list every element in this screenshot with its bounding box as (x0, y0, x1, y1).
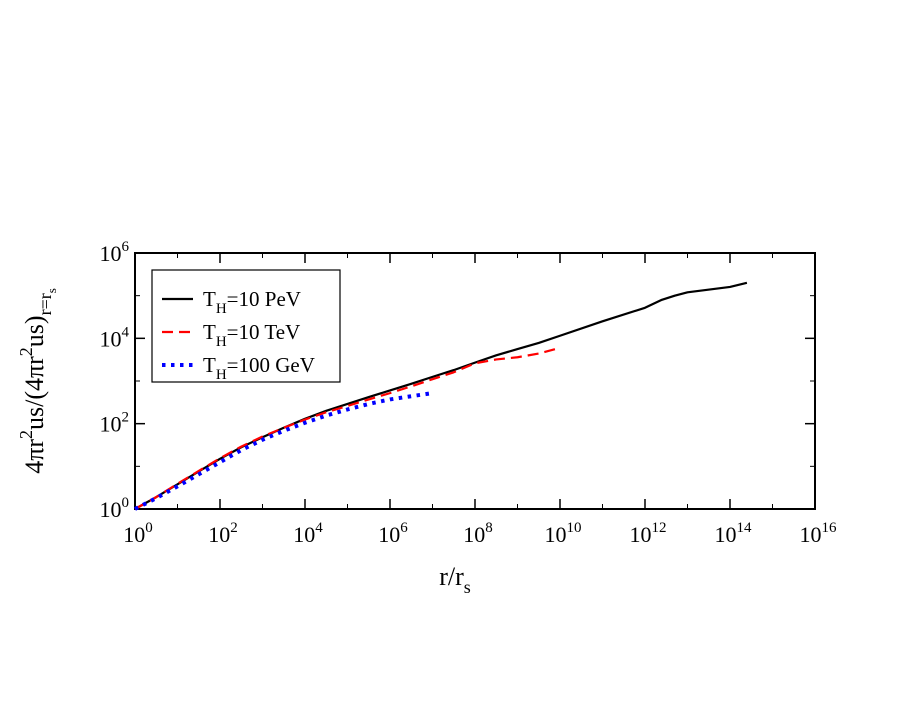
x-tick-label-3: 106 (378, 520, 408, 547)
y-tick-label-0-base: 10 (100, 497, 122, 522)
x-tick-label-0: 100 (123, 520, 153, 547)
legend-label-rest: =10 PeV (227, 287, 301, 311)
x-tick-label-2-base: 10 (293, 522, 315, 547)
x-tick-label-7-base: 10 (715, 522, 737, 547)
legend-label-rest: =10 TeV (227, 320, 301, 344)
legend-label-sub: H (216, 301, 227, 317)
x-tick-label-6-base: 10 (630, 522, 652, 547)
y-label-sub-2: s (44, 288, 59, 293)
x-tick-label-2: 104 (293, 520, 323, 547)
y-tick-label-2: 104 (100, 324, 130, 351)
x-tick-label-6: 1012 (630, 520, 667, 547)
y-label-part-3: us) (20, 315, 49, 347)
y-label-sub-1: r=r (35, 293, 55, 315)
legend-label-sub: H (216, 367, 227, 383)
x-tick-label-5-base: 10 (545, 522, 567, 547)
x-axis-label-sub: s (464, 577, 471, 597)
y-label-part-2: us/(4πr (20, 356, 49, 430)
x-tick-label-8: 1016 (800, 520, 838, 547)
y-tick-label-1: 102 (100, 410, 130, 437)
x-tick-label-6-exp: 12 (652, 520, 667, 536)
legend-label-1: TH=10 PeV (203, 287, 301, 317)
legend-label-3: TH=100 GeV (203, 353, 315, 383)
x-tick-label-2-exp: 4 (315, 520, 323, 536)
legend-label-2: TH=10 TeV (203, 320, 300, 350)
y-tick-label-2-exp: 4 (122, 324, 130, 340)
x-tick-label-0-exp: 0 (145, 520, 153, 536)
x-tick-label-3-exp: 6 (400, 520, 408, 536)
x-tick-label-5: 1010 (545, 520, 582, 547)
x-tick-label-1-exp: 2 (230, 520, 238, 536)
legend-label-main: T (203, 353, 216, 377)
legend-label-main: T (203, 287, 216, 311)
x-tick-label-8-base: 10 (800, 522, 822, 547)
y-tick-label-1-base: 10 (100, 412, 122, 437)
y-tick-label-1-exp: 2 (122, 410, 130, 426)
series-lines (134, 281, 748, 511)
y-tick-label-0: 100 (100, 495, 130, 522)
x-tick-label-8-exp: 16 (822, 520, 838, 536)
x-tick-label-3-base: 10 (378, 522, 400, 547)
series-line-3 (134, 391, 433, 511)
y-tick-label-3-exp: 6 (122, 239, 130, 255)
x-tick-label-0-base: 10 (123, 522, 145, 547)
x-tick-label-4: 108 (463, 520, 493, 547)
x-tick-label-1-base: 10 (208, 522, 230, 547)
legend-label-rest: =100 GeV (227, 353, 315, 377)
x-tick-label-7: 1014 (715, 520, 753, 547)
x-tick-label-5-exp: 10 (567, 520, 582, 536)
x-tick-label-7-exp: 14 (737, 520, 753, 536)
x-tick-label-1: 102 (208, 520, 238, 547)
y-label-sup-2: 2 (16, 347, 36, 356)
y-tick-label-2-base: 10 (100, 326, 122, 351)
y-tick-label-3-base: 10 (100, 241, 122, 266)
y-label-part-1: 4πr (20, 439, 49, 474)
y-label-sup-1: 2 (16, 430, 36, 439)
legend-label-main: T (203, 320, 216, 344)
x-tick-label-4-base: 10 (463, 522, 485, 547)
legend-label-sub: H (216, 334, 227, 350)
y-tick-label-3: 106 (100, 239, 130, 266)
x-tick-label-4-exp: 8 (485, 520, 493, 536)
x-axis-ticks: 100 102 104 106 108 1010 1012 1014 1016 (123, 253, 837, 547)
y-axis-label: 4πr2us/(4πr2us)r=rs (16, 288, 59, 474)
x-axis-label-main: r/r (439, 562, 464, 591)
y-tick-label-0-exp: 0 (122, 495, 130, 511)
x-axis-label: r/rs (439, 562, 471, 597)
